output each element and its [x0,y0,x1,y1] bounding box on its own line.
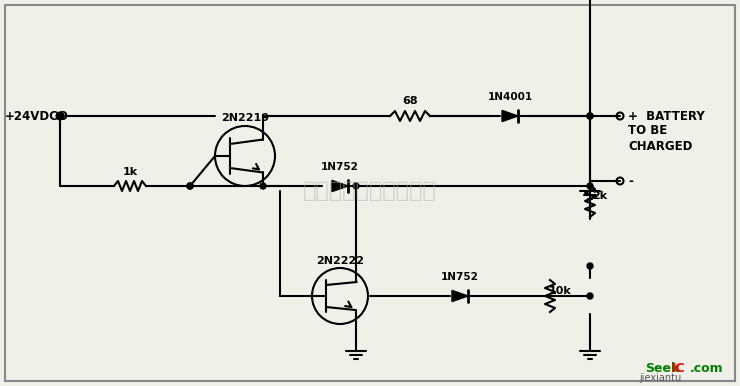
Circle shape [587,113,593,119]
Text: +24VDCO: +24VDCO [5,110,69,122]
Circle shape [57,113,63,119]
Circle shape [353,183,359,189]
Polygon shape [502,110,518,122]
Text: CHARGED: CHARGED [628,139,693,152]
Circle shape [587,263,593,269]
Text: 1N4001: 1N4001 [488,92,533,102]
Text: IC: IC [672,362,686,374]
Text: 杭州将睿科技有限公司: 杭州将睿科技有限公司 [303,181,437,201]
Text: 2N2219: 2N2219 [221,113,269,123]
Text: 2k: 2k [593,191,608,201]
Polygon shape [452,290,468,301]
Text: TO BE: TO BE [628,125,667,137]
Text: -: - [628,174,633,188]
Text: jiexiantu: jiexiantu [639,373,681,383]
Polygon shape [332,180,348,191]
Circle shape [587,113,593,119]
Text: 1k: 1k [122,167,138,177]
Circle shape [187,183,193,189]
Circle shape [187,183,193,189]
Text: 1N752: 1N752 [441,272,479,282]
Text: .com: .com [690,362,724,374]
Circle shape [587,293,593,299]
Text: 68: 68 [402,96,418,106]
Text: +  BATTERY: + BATTERY [628,110,704,122]
Text: 1N752: 1N752 [321,162,359,172]
Text: Seek: Seek [645,362,679,374]
Text: 2N2222: 2N2222 [316,256,364,266]
Text: 10k: 10k [548,286,571,296]
Circle shape [587,183,593,189]
Circle shape [260,183,266,189]
Circle shape [57,113,63,119]
